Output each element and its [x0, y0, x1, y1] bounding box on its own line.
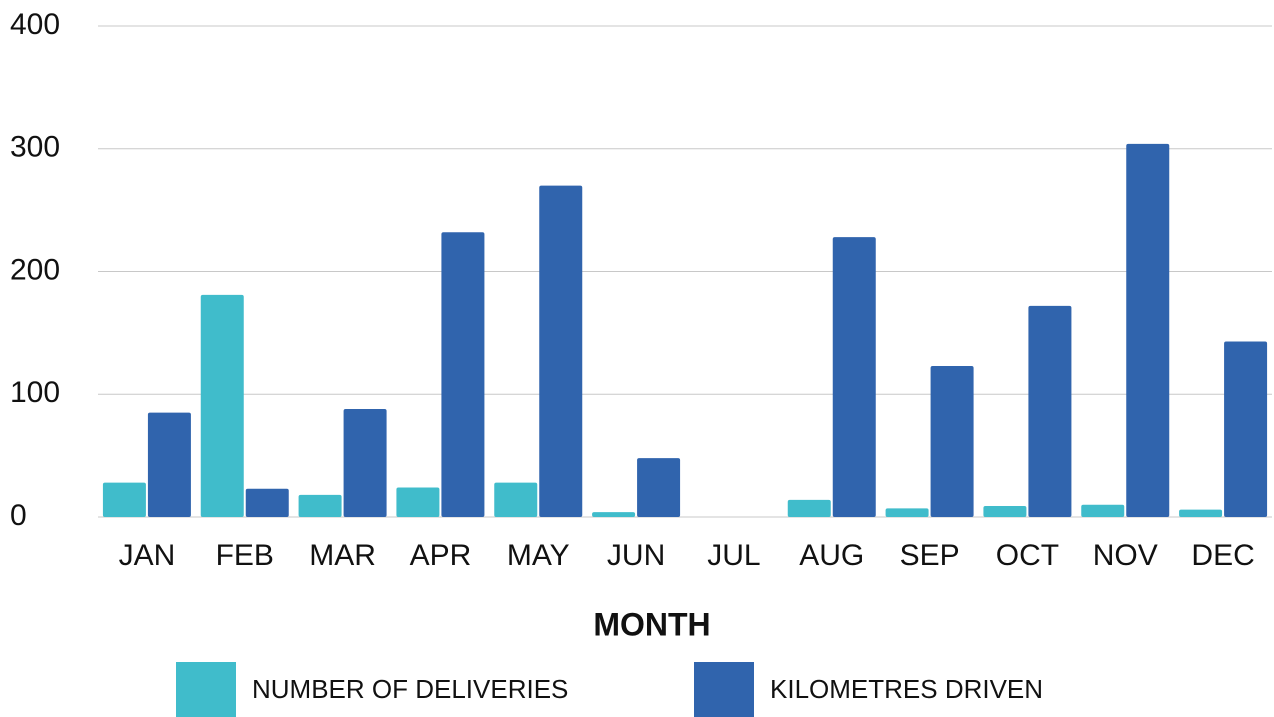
x-tick-label: DEC: [1191, 539, 1254, 572]
bar: [396, 487, 440, 517]
y-tick-label: 400: [10, 8, 60, 41]
x-tick-label: NOV: [1093, 539, 1158, 572]
bar: [1028, 305, 1072, 517]
legend-swatch: [694, 662, 754, 717]
x-axis-label: MONTH: [593, 606, 710, 642]
bar: [147, 412, 191, 517]
bar: [930, 366, 974, 517]
y-tick-label: 300: [10, 131, 60, 164]
bar: [441, 232, 485, 517]
bar: [245, 488, 289, 517]
x-tick-label: APR: [410, 539, 472, 572]
bar: [200, 294, 244, 517]
bar: [885, 508, 929, 517]
bar: [343, 408, 387, 517]
bar: [592, 512, 636, 517]
y-tick-label: 0: [10, 499, 27, 532]
x-tick-label: MAR: [309, 539, 376, 572]
bar: [832, 237, 876, 517]
bar: [1179, 509, 1223, 517]
x-tick-label: JUL: [707, 539, 760, 572]
x-tick-label: AUG: [799, 539, 864, 572]
bar: [983, 505, 1027, 517]
bar: [494, 482, 538, 517]
legend-swatch: [176, 662, 236, 717]
legend-label: NUMBER OF DELIVERIES: [252, 674, 568, 704]
bar: [1081, 504, 1125, 517]
x-tick-label: JAN: [119, 539, 176, 572]
bar: [102, 482, 146, 517]
bar: [298, 494, 342, 517]
legend-label: KILOMETRES DRIVEN: [770, 674, 1043, 704]
bar: [637, 458, 681, 517]
bar: [1126, 143, 1170, 517]
y-tick-label: 200: [10, 253, 60, 286]
x-tick-label: SEP: [900, 539, 960, 572]
x-tick-label: FEB: [216, 539, 274, 572]
y-tick-label: 100: [10, 376, 60, 409]
bar: [787, 499, 831, 517]
bar: [1224, 341, 1268, 517]
x-tick-label: MAY: [507, 539, 570, 572]
bar: [539, 185, 583, 517]
x-tick-label: OCT: [996, 539, 1059, 572]
x-tick-label: JUN: [607, 539, 665, 572]
